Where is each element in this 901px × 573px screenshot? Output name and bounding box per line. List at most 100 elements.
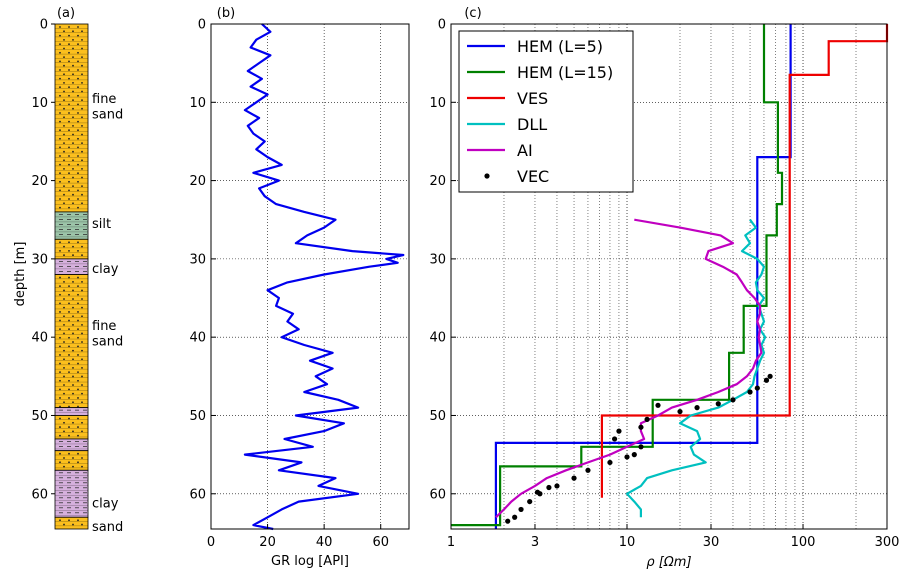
sand-grain <box>77 519 79 522</box>
gr-xtick-label: 0 <box>207 535 215 550</box>
sand-grain <box>81 358 83 361</box>
sand-grain <box>59 163 61 166</box>
vec-point <box>527 498 533 505</box>
sand-grain <box>59 180 61 183</box>
sand-grain <box>68 354 70 356</box>
sand-grain <box>77 302 79 305</box>
sand-grain <box>72 323 74 326</box>
vec-point <box>624 454 630 460</box>
rho-axes: 1 3 10 30 100 300 0 10 20 30 40 50 60 <box>429 18 899 551</box>
sand-grain <box>72 465 74 468</box>
sand-grain <box>59 60 61 63</box>
sand-grain <box>68 461 70 464</box>
sand-grain <box>68 69 70 71</box>
sand-grain <box>81 289 83 292</box>
sand-grain <box>72 176 74 179</box>
sand-grain <box>59 276 61 279</box>
sand-grain <box>77 137 79 140</box>
sand-grain <box>81 125 83 127</box>
sand-grain <box>72 289 74 292</box>
sand-grain <box>77 388 79 391</box>
sand-grain <box>81 150 83 153</box>
depth-axis-label: depth [m] <box>13 242 28 307</box>
depth-axis: 0 10 20 30 40 50 60 <box>31 18 55 502</box>
sand-grain <box>81 298 83 300</box>
gr-xaxis-label: GR log [API] <box>271 554 349 569</box>
panel-b-label: (b) <box>217 6 235 21</box>
legend-entry: VES <box>517 89 548 108</box>
sand-grain <box>77 345 79 348</box>
legend-entry: HEM (L=5) <box>517 37 603 56</box>
sand-grain <box>77 285 79 288</box>
gr-plot-area <box>243 23 405 531</box>
depth-tick-label: 50 <box>31 409 48 424</box>
sand-grain <box>63 30 65 33</box>
lithology-column <box>54 23 89 530</box>
sand-grain <box>81 366 83 369</box>
sand-grain <box>59 319 61 322</box>
sand-grain <box>63 306 65 309</box>
sand-grain <box>59 434 61 437</box>
sand-grain <box>72 107 74 110</box>
sand-grain <box>63 47 65 50</box>
sand-grain <box>81 465 83 468</box>
sand-grain <box>63 384 65 386</box>
sand-grain <box>81 245 83 248</box>
sand-grain <box>72 159 74 162</box>
sand-grain <box>72 349 74 352</box>
sand-grain <box>63 99 65 101</box>
sand-grain <box>77 120 79 123</box>
sand-grain <box>77 34 79 37</box>
sand-grain <box>81 523 83 526</box>
sand-grain <box>81 168 83 170</box>
sand-grain <box>81 116 83 119</box>
sand-grain <box>63 457 65 459</box>
sand-grain <box>68 397 70 399</box>
sand-grain <box>81 193 83 196</box>
sand-grain <box>72 82 74 84</box>
sand-grain <box>63 332 65 335</box>
sand-grain <box>77 51 79 54</box>
sand-grain <box>68 43 70 46</box>
sand-grain <box>77 163 79 166</box>
sand-grain <box>77 241 79 244</box>
sand-grain <box>72 125 74 127</box>
sand-grain <box>72 358 74 361</box>
sand-grain <box>81 421 83 424</box>
panel-c-label: (c) <box>464 6 481 21</box>
sand-grain <box>81 142 83 145</box>
sand-grain <box>77 328 79 331</box>
sand-grain <box>68 198 70 200</box>
sand-grain <box>72 421 74 424</box>
sand-grain <box>59 26 61 28</box>
sand-grain <box>68 60 70 63</box>
vec-point <box>518 506 524 513</box>
vec-point <box>677 408 683 415</box>
series-line <box>495 218 763 519</box>
sand-grain <box>68 172 70 175</box>
sand-grain <box>81 202 83 205</box>
rho-plot-area <box>451 24 889 529</box>
gr-ytick-label: 10 <box>189 96 206 111</box>
gr-xtick-label: 20 <box>259 535 276 550</box>
legend-box <box>458 30 634 193</box>
lithology-label: fine <box>92 319 116 334</box>
sand-grain <box>59 388 61 391</box>
sand-grain <box>77 336 79 339</box>
vec-point <box>715 401 721 407</box>
sand-grain <box>72 116 74 119</box>
vec-point <box>607 459 613 466</box>
vec-point <box>571 475 577 481</box>
sand-grain <box>63 56 65 58</box>
sand-grain <box>81 176 83 179</box>
sand-grain <box>77 319 79 322</box>
sand-grain <box>72 56 74 58</box>
sand-grain <box>59 397 61 399</box>
sand-grain <box>72 193 74 196</box>
sand-grain <box>81 64 83 67</box>
lithology-layer-clay <box>54 407 89 416</box>
vec-point <box>611 436 618 442</box>
sand-grain <box>68 311 70 313</box>
sand-grain <box>81 384 83 386</box>
